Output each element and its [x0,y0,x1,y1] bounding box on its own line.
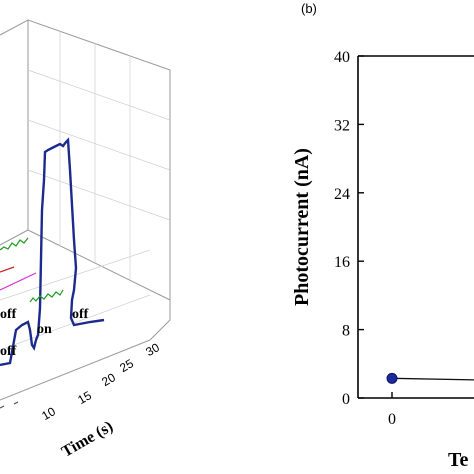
trace-green-lower [29,289,64,303]
data-point-0-0 [386,372,398,384]
off-label-left: off [0,344,17,359]
left-axis-ticks [0,401,19,409]
time-tick-10: 10 [39,404,58,423]
panel-b-label: (b) [301,1,317,16]
on-label: on [37,322,52,337]
grid-lines [0,31,171,351]
time-tick-15: 15 [75,388,94,407]
off-label-right: off [72,307,89,322]
y-tick-label-2: 16 [334,254,350,271]
y-tick-label-0: 0 [342,391,350,408]
time-tick-20: 20 [99,370,118,389]
x-axis-label: Te [448,449,469,471]
panel-b-chart: (b) 0 8 16 24 32 40 05 Photocurrent (nA) Te [291,1,474,471]
trace-green-upper [0,237,29,251]
y-tick-label-1: 8 [342,323,350,340]
x-ticks: 05 [388,392,396,428]
panel-a-3d-plot: on off off off 10 15 20 25 30 Time (s) [0,19,171,461]
trace-red [0,266,15,273]
trace-magenta [0,272,37,291]
plot-box [0,19,171,401]
y-tick-label-5: 40 [334,49,350,66]
series-line-0 [391,377,474,381]
trace-navy [0,137,105,367]
y-tick-label-3: 24 [334,186,350,203]
off-label-middle: off [0,307,17,322]
series-layer [386,372,474,384]
y-tick-label-4: 32 [334,117,350,134]
y-axis-label: Photocurrent (nA) [291,148,313,306]
time-tick-25: 25 [117,356,136,375]
y-ticks: 0 8 16 24 32 40 [334,49,364,408]
x-tick-label-0: 0 [388,411,396,428]
time-tick-30: 30 [143,340,162,359]
time-axis-label: Time (s) [59,418,116,461]
